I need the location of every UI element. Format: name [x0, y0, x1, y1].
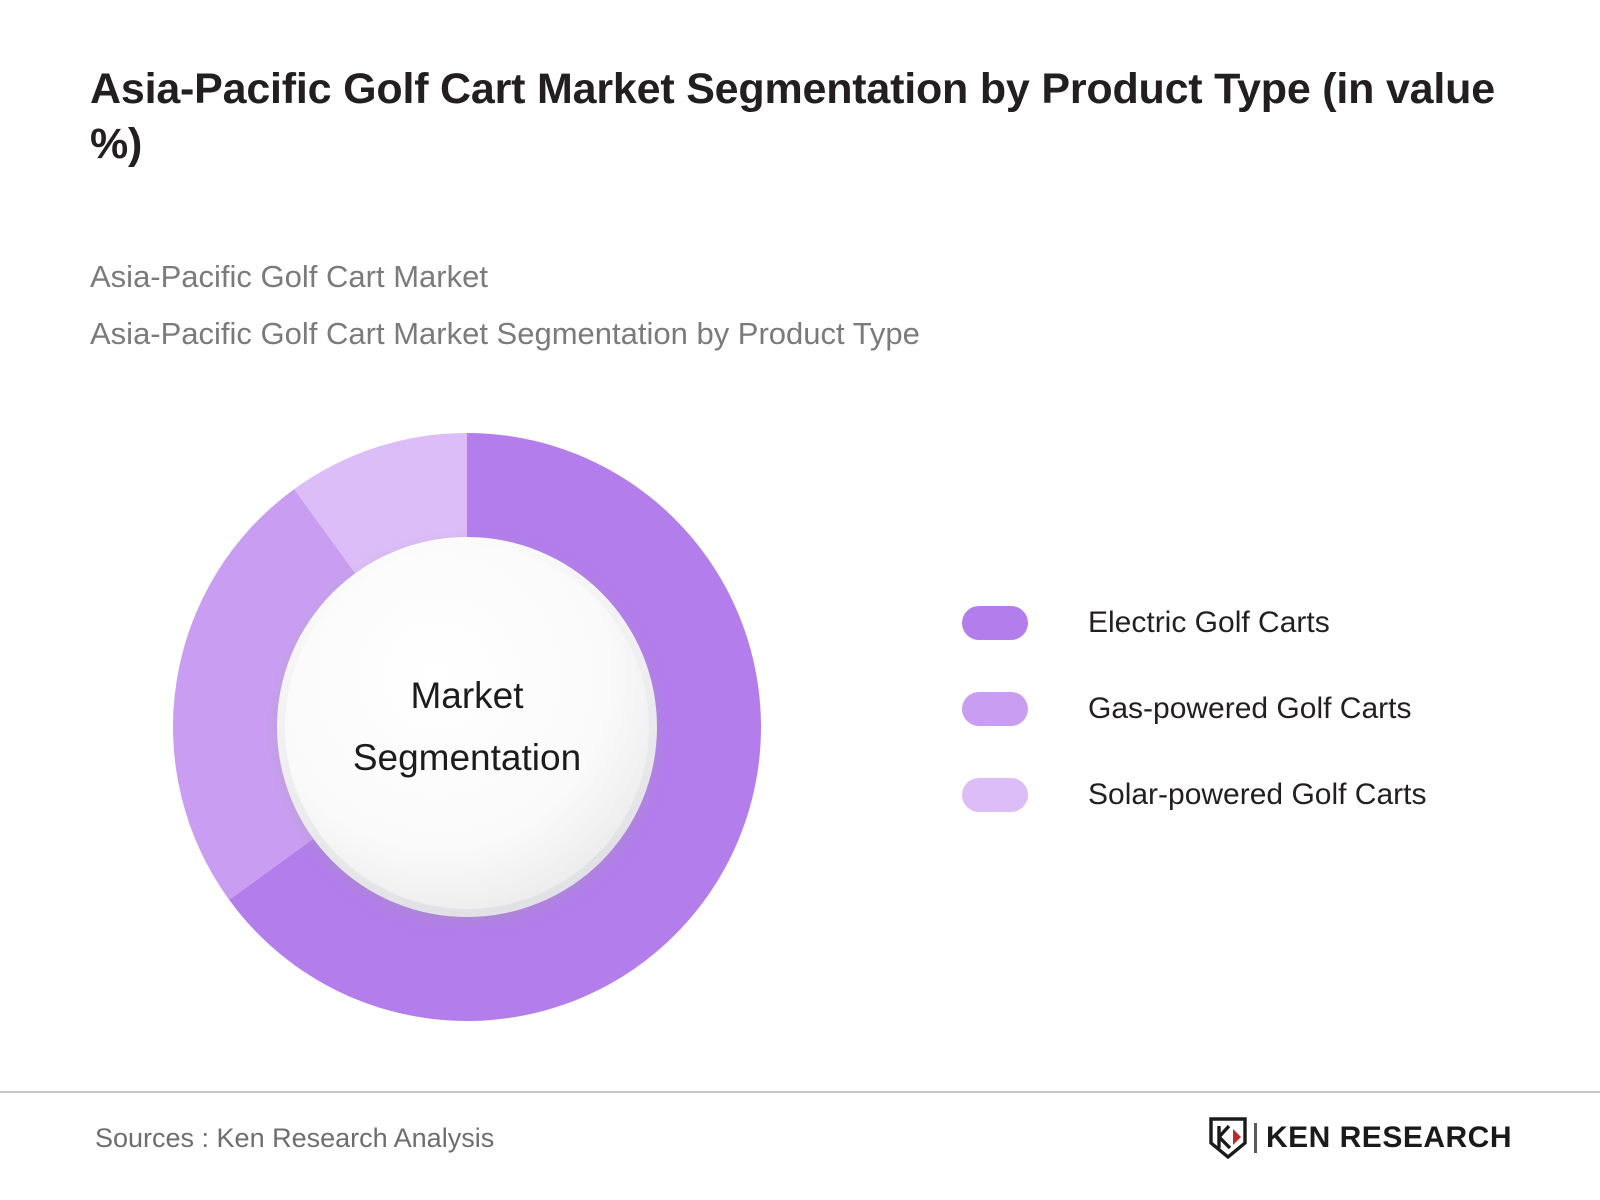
header: Asia-Pacific Golf Cart Market Segmentati… [90, 62, 1530, 171]
subtitle-block: Asia-Pacific Golf Cart Market Asia-Pacif… [90, 248, 1490, 363]
subtitle-market: Asia-Pacific Golf Cart Market [90, 259, 488, 294]
donut-svg: Electric Golf Carts 65%Gas-powered Golf … [173, 433, 761, 1021]
subtitle-segmentation: Asia-Pacific Golf Cart Market Segmentati… [90, 316, 920, 352]
legend-item-2[interactable]: Solar-powered Golf Carts [962, 752, 1522, 838]
ken-research-shield-icon [1209, 1117, 1247, 1159]
donut-slice-0[interactable]: Electric Golf Carts 65% [229, 433, 761, 1021]
chart-legend: Electric Golf Carts Gas-powered Golf Cart… [962, 580, 1522, 838]
legend-label-2: Solar-powered Golf Carts [1088, 778, 1427, 811]
legend-swatch-icon-1 [962, 692, 1028, 726]
footer: Sources : Ken Research Analysis KEN RESE… [0, 1093, 1600, 1200]
brand-logo: KEN RESEARCH [1209, 1116, 1512, 1160]
donut-hole [285, 545, 649, 909]
chart-area: Electric Golf Carts 65%Gas-powered Golf … [0, 380, 1600, 1070]
page-title: Asia-Pacific Golf Cart Market Segmentati… [90, 65, 1495, 168]
donut-slice-2[interactable]: Solar-powered Golf Carts 10% [294, 433, 467, 577]
donut-slice-1[interactable]: Gas-powered Golf Carts 25% [173, 489, 358, 900]
legend-item-0[interactable]: Electric Golf Carts [962, 580, 1522, 666]
footer-divider [0, 1091, 1600, 1093]
donut-chart: Electric Golf Carts 65%Gas-powered Golf … [172, 432, 762, 1022]
legend-label-1: Gas-powered Golf Carts [1088, 692, 1412, 725]
legend-item-1[interactable]: Gas-powered Golf Carts [962, 666, 1522, 752]
donut-slices: Electric Golf Carts 65%Gas-powered Golf … [173, 433, 761, 1021]
sources-text: Sources : Ken Research Analysis [95, 1123, 495, 1153]
legend-label-0: Electric Golf Carts [1088, 606, 1330, 639]
legend-swatch-icon-2 [962, 778, 1028, 812]
legend-swatch-icon-0 [962, 606, 1028, 640]
brand-divider [1253, 1123, 1257, 1153]
brand-name: KEN RESEARCH [1265, 1121, 1512, 1154]
